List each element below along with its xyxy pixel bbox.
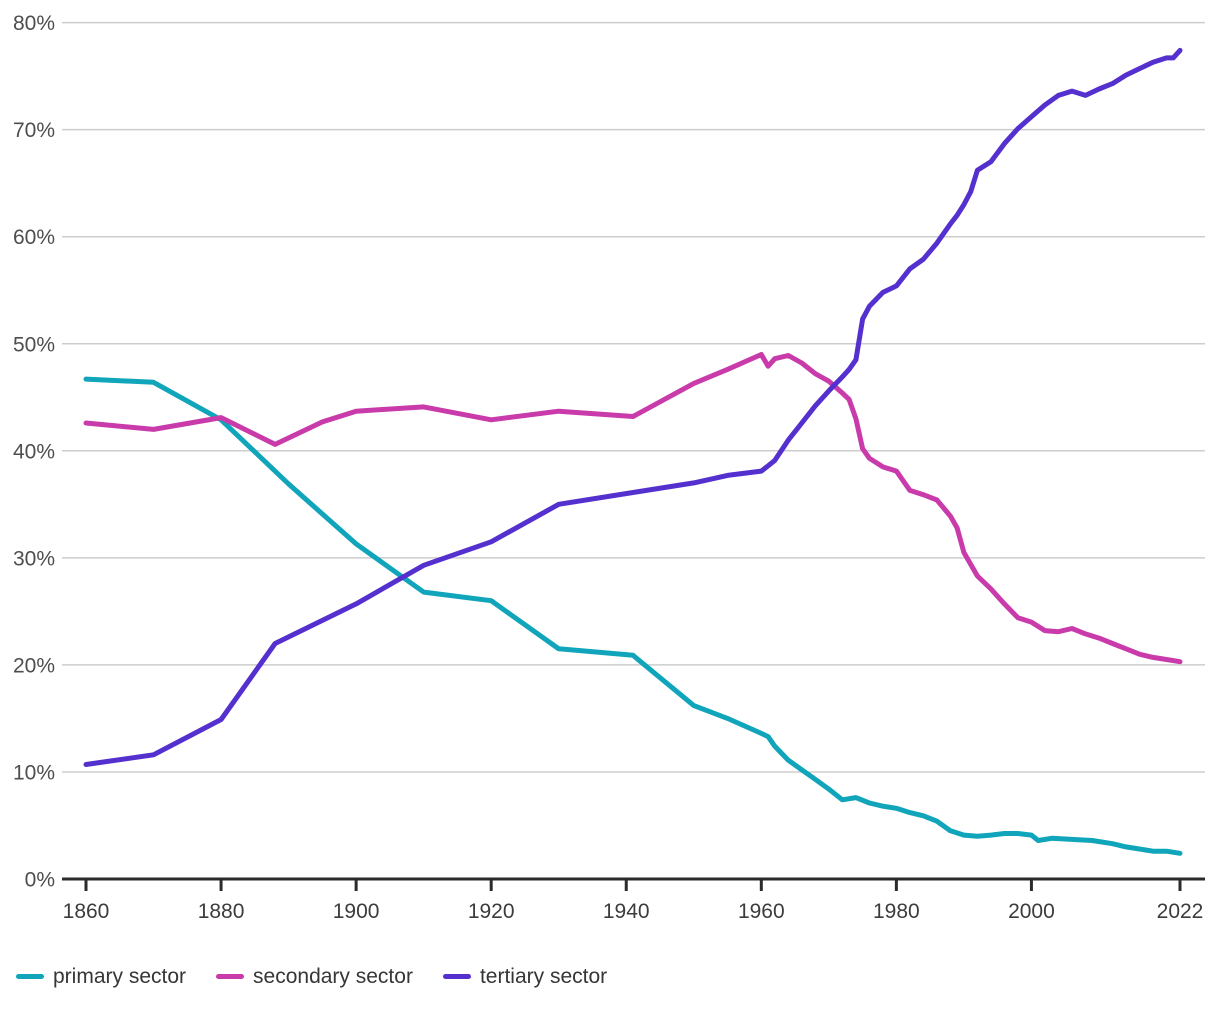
x-tick-label-1940: 1940 (603, 900, 650, 923)
chart-canvas: 0% 10% 20% 30% 40% 50% 60% 70% 80% 1860 1880 1900 19… (13, 12, 1205, 923)
y-tick-label-40: 40% (13, 440, 55, 463)
x-tick-label-1980: 1980 (873, 900, 920, 923)
legend-item-tertiary-sector: tertiary sector (442, 965, 608, 988)
x-tick-label-1880: 1880 (198, 900, 245, 923)
y-tick-label-10: 10% (13, 761, 55, 784)
chart-legend: primary sector secondary sector tertiary s… (16, 966, 1220, 987)
x-tick-label-1900: 1900 (333, 900, 380, 923)
legend-label-tertiary-sector: tertiary sector (479, 965, 608, 988)
legend-item-secondary-sector: secondary sector (216, 966, 413, 987)
x-axis (62, 877, 1205, 891)
y-tick-label-50: 50% (13, 333, 55, 356)
legend-swatch-primary-sector (16, 974, 44, 979)
y-tick-label-30: 30% (13, 547, 55, 570)
legend-item-primary-sector: primary sector (16, 966, 186, 987)
series-line-primary-sector (83, 376, 1183, 856)
y-gridlines (62, 21, 1205, 773)
y-tick-label-70: 70% (13, 119, 55, 142)
x-tick-label-1860: 1860 (63, 900, 110, 923)
x-tick-label-2000: 2000 (1008, 900, 1055, 923)
legend-swatch-secondary-sector (216, 974, 245, 979)
y-tick-label-20: 20% (13, 654, 55, 677)
x-tick-label-2022: 2022 (1157, 900, 1204, 923)
y-axis-labels: 0% 10% 20% 30% 40% 50% 60% 70% 80% (13, 12, 55, 891)
y-tick-label-80: 80% (13, 12, 55, 35)
series-line-secondary-sector (83, 352, 1183, 665)
legend-label-primary-sector: primary sector (53, 965, 187, 988)
x-tick-label-1920: 1920 (468, 900, 515, 923)
y-tick-label-0: 0% (25, 869, 55, 892)
legend-label-secondary-sector: secondary sector (253, 965, 413, 988)
x-tick-label-1960: 1960 (738, 900, 785, 923)
x-tick-labels: 1860 1880 1900 1920 1940 1960 1980 2000 2022 (63, 900, 1204, 923)
series-line-tertiary-sector (83, 47, 1183, 767)
legend-swatch-tertiary-sector (442, 974, 471, 979)
y-tick-label-60: 60% (13, 226, 55, 249)
